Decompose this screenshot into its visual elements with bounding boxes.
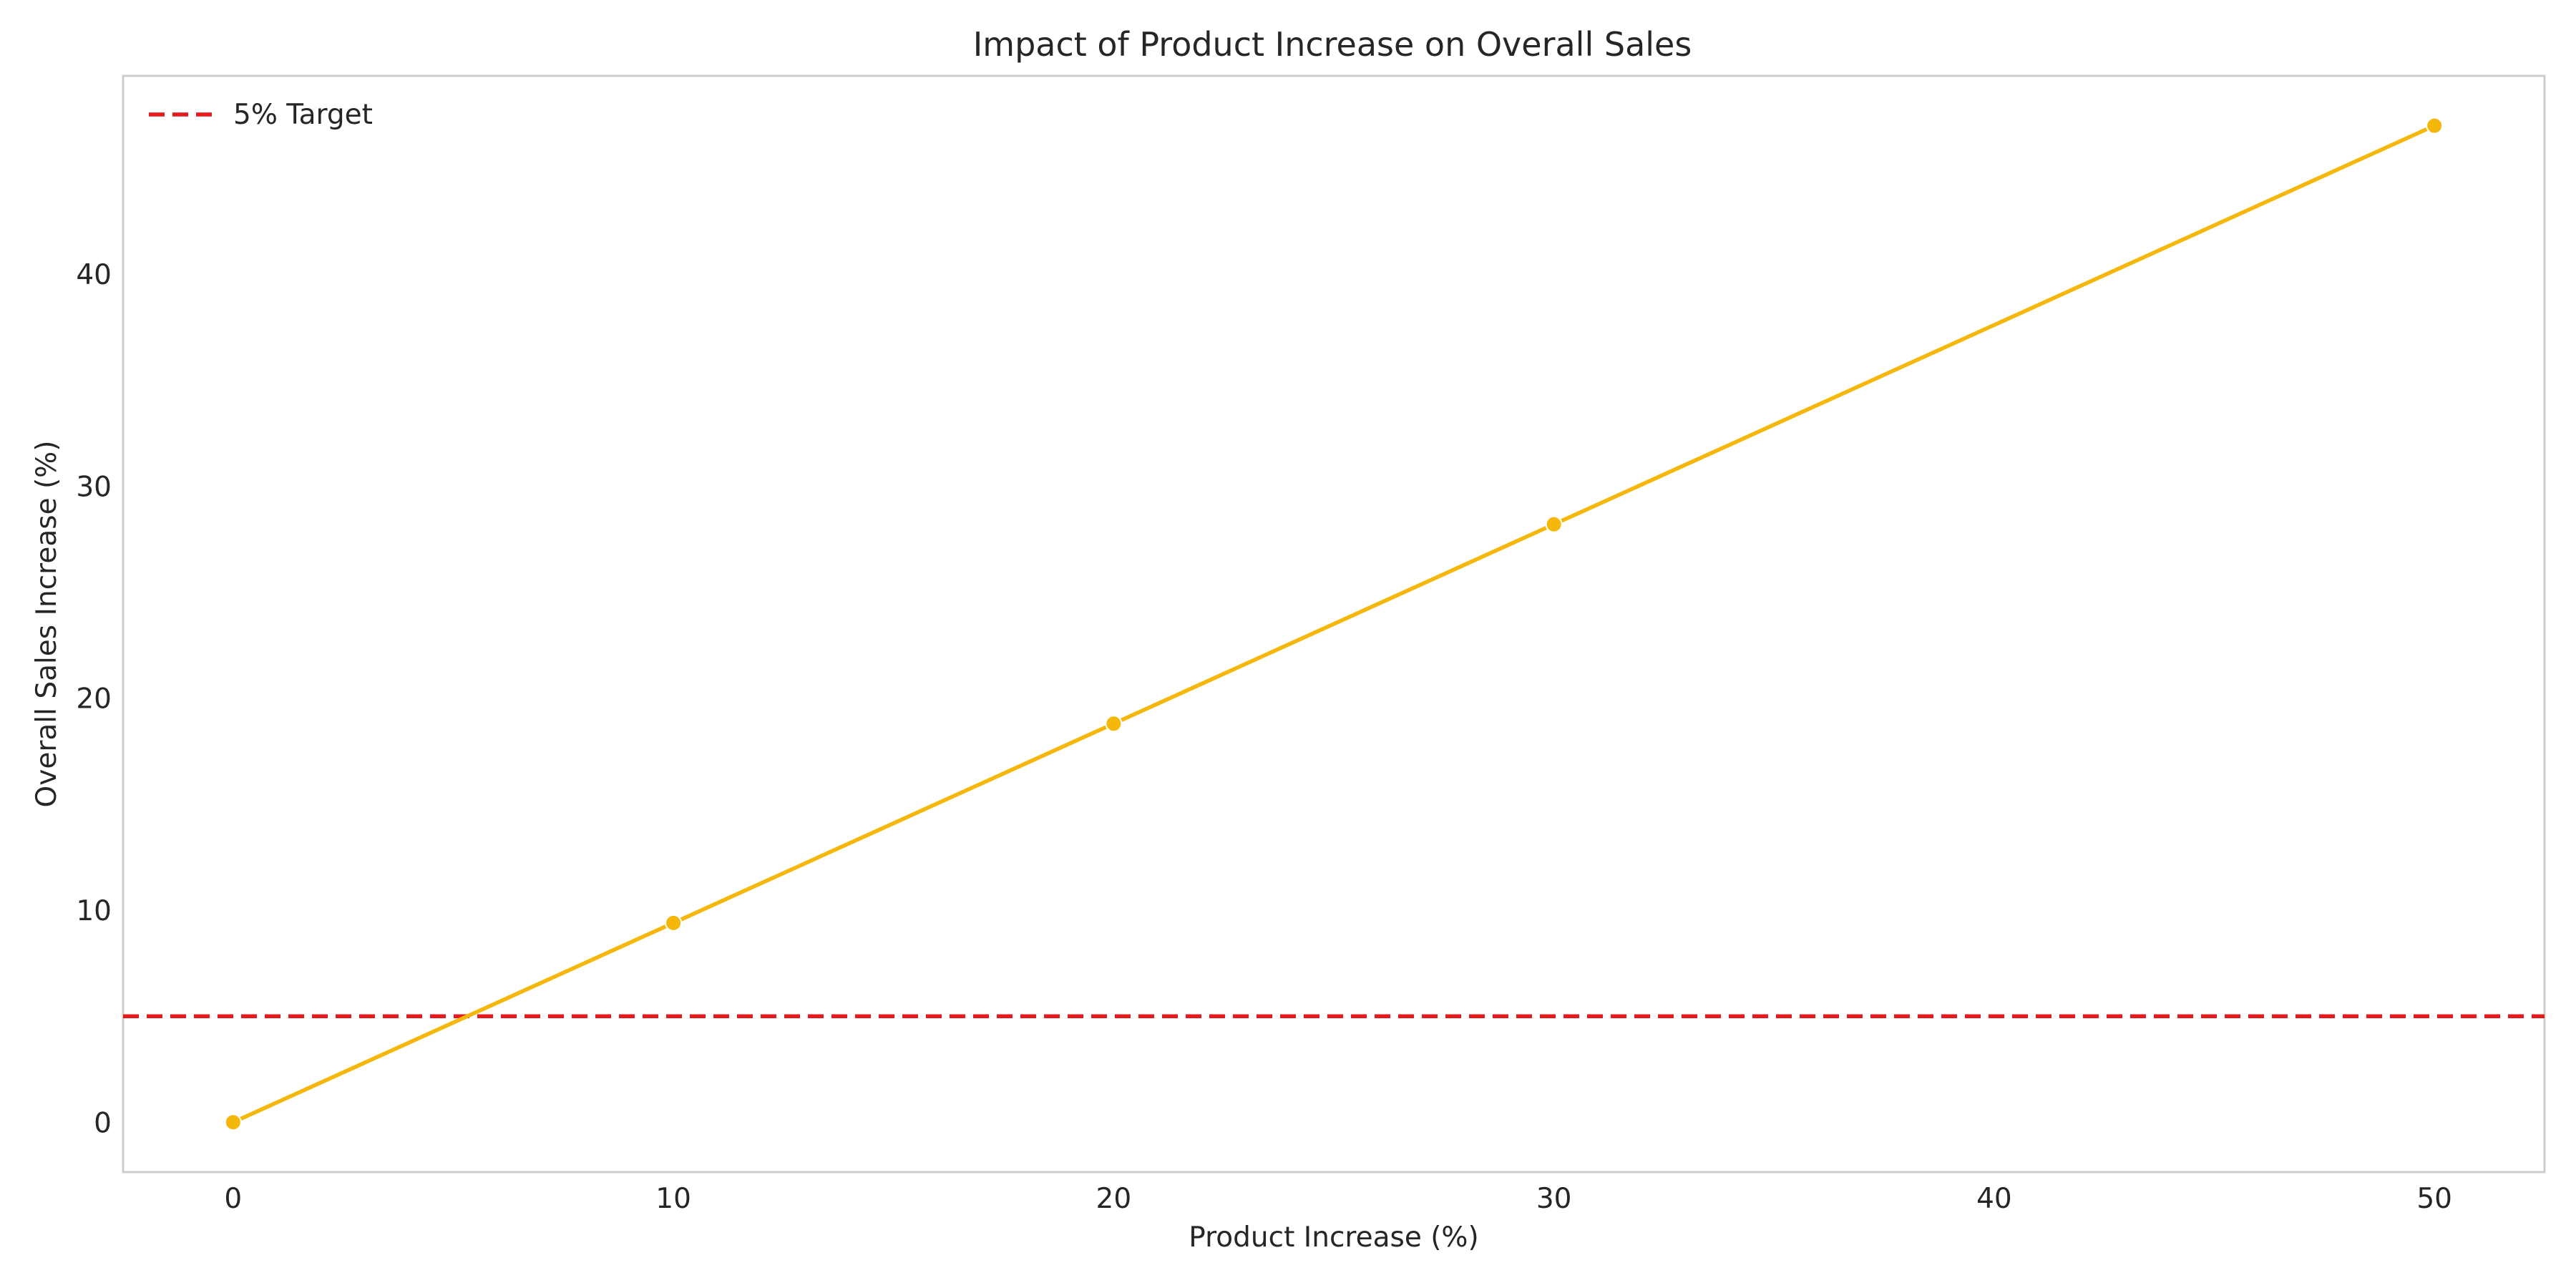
series-point [1105,715,1123,733]
legend-target-label: 5% Target [233,99,373,131]
y-tick-label: 20 [76,683,112,716]
series-point [665,914,683,932]
y-tick-label: 10 [76,895,112,927]
series-layer [224,117,2444,1131]
x-tick-label: 0 [224,1183,242,1215]
x-tick-label: 10 [655,1183,691,1215]
y-axis-label: Overall Sales Increase (%) [31,441,63,808]
chart-title: Impact of Product Increase on Overall Sa… [973,25,1692,64]
y-tick-label: 30 [76,471,112,503]
y-tick-label: 0 [94,1107,112,1139]
x-tick-label: 30 [1536,1183,1572,1215]
series-point [224,1113,242,1131]
legend: 5% Target [149,99,373,131]
y-tick-label: 40 [76,259,112,291]
x-axis-ticks: 0 10 20 30 40 50 [224,1183,2452,1215]
series-point [1545,515,1563,533]
x-tick-label: 20 [1096,1183,1132,1215]
x-axis-label: Product Increase (%) [1189,1221,1478,1254]
series-point [2426,117,2444,135]
x-tick-label: 40 [1976,1183,2012,1215]
x-tick-label: 50 [2416,1183,2452,1215]
y-axis-ticks: 0 10 20 30 40 [76,259,112,1139]
